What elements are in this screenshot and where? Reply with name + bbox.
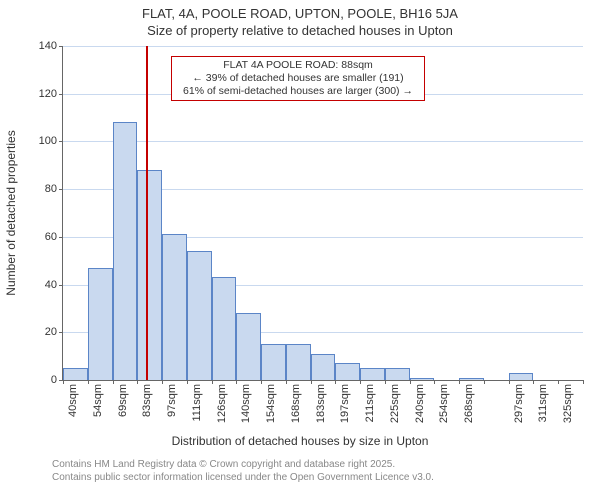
x-tick-label: 297sqm xyxy=(513,384,525,425)
histogram-bar xyxy=(63,368,88,380)
gridline xyxy=(63,141,583,142)
x-tick-mark xyxy=(187,380,188,384)
x-tick-mark xyxy=(212,380,213,384)
x-tick-mark xyxy=(88,380,89,384)
x-tick-label: 311sqm xyxy=(537,384,549,424)
attribution-text: Contains HM Land Registry data © Crown c… xyxy=(52,458,434,484)
x-tick-mark xyxy=(261,380,262,384)
histogram-bar xyxy=(137,170,162,380)
plot-area: 02040608010012014040sqm54sqm69sqm83sqm97… xyxy=(62,46,583,381)
histogram-bar xyxy=(360,368,385,380)
y-tick-label: 80 xyxy=(45,183,63,195)
histogram-bar xyxy=(509,373,534,380)
x-tick-label: 83sqm xyxy=(141,384,153,419)
attribution-line1: Contains HM Land Registry data © Crown c… xyxy=(52,458,434,471)
histogram-bar xyxy=(335,363,360,380)
x-tick-label: 54sqm xyxy=(92,384,104,419)
x-tick-mark xyxy=(583,380,584,384)
x-tick-label: 97sqm xyxy=(166,384,178,419)
x-tick-label: 69sqm xyxy=(117,384,129,419)
x-tick-label: 111sqm xyxy=(191,384,203,424)
x-tick-label: 126sqm xyxy=(216,384,228,425)
histogram-bar xyxy=(459,378,484,380)
x-tick-mark xyxy=(286,380,287,384)
y-tick-label: 0 xyxy=(51,374,63,386)
histogram-bar xyxy=(286,344,311,380)
x-tick-mark xyxy=(335,380,336,384)
annotation-line: 61% of semi-detached houses are larger (… xyxy=(176,85,420,98)
histogram-bar xyxy=(236,313,261,380)
x-tick-label: 168sqm xyxy=(290,384,302,425)
x-tick-label: 225sqm xyxy=(389,384,401,425)
x-tick-mark xyxy=(360,380,361,384)
x-tick-mark xyxy=(558,380,559,384)
x-tick-mark xyxy=(533,380,534,384)
histogram-bar xyxy=(385,368,410,380)
chart-title-line1: FLAT, 4A, POOLE ROAD, UPTON, POOLE, BH16… xyxy=(0,6,600,21)
x-tick-mark xyxy=(236,380,237,384)
x-tick-label: 154sqm xyxy=(265,384,277,425)
x-tick-mark xyxy=(509,380,510,384)
y-tick-label: 40 xyxy=(45,279,63,291)
x-tick-label: 140sqm xyxy=(240,384,252,425)
gridline xyxy=(63,46,583,47)
annotation-line: FLAT 4A POOLE ROAD: 88sqm xyxy=(176,59,420,72)
histogram-bar xyxy=(261,344,286,380)
x-axis-label: Distribution of detached houses by size … xyxy=(0,434,600,448)
x-tick-label: 254sqm xyxy=(438,384,450,425)
x-tick-mark xyxy=(311,380,312,384)
x-tick-mark xyxy=(459,380,460,384)
x-tick-label: 40sqm xyxy=(67,384,79,419)
x-tick-label: 211sqm xyxy=(364,384,376,424)
chart-container: FLAT, 4A, POOLE ROAD, UPTON, POOLE, BH16… xyxy=(0,0,600,500)
annotation-box: FLAT 4A POOLE ROAD: 88sqm← 39% of detach… xyxy=(171,56,425,101)
histogram-bar xyxy=(311,354,336,380)
y-tick-label: 120 xyxy=(39,88,63,100)
x-tick-mark xyxy=(385,380,386,384)
reference-line xyxy=(146,46,148,380)
x-tick-mark xyxy=(162,380,163,384)
x-tick-mark xyxy=(434,380,435,384)
x-tick-label: 197sqm xyxy=(339,384,351,425)
y-tick-label: 140 xyxy=(39,40,63,52)
x-tick-label: 325sqm xyxy=(562,384,574,425)
histogram-bar xyxy=(88,268,113,380)
x-tick-mark xyxy=(410,380,411,384)
x-tick-label: 183sqm xyxy=(315,384,327,425)
histogram-bar xyxy=(162,234,187,380)
attribution-line2: Contains public sector information licen… xyxy=(52,471,434,484)
histogram-bar xyxy=(187,251,212,380)
x-tick-mark xyxy=(137,380,138,384)
x-tick-mark xyxy=(484,380,485,384)
histogram-bar xyxy=(410,378,435,380)
histogram-bar xyxy=(113,122,138,380)
y-tick-label: 20 xyxy=(45,326,63,338)
x-tick-label: 240sqm xyxy=(414,384,426,425)
y-tick-label: 60 xyxy=(45,231,63,243)
x-tick-label: 268sqm xyxy=(463,384,475,425)
y-axis-label: Number of detached properties xyxy=(4,130,18,295)
x-tick-mark xyxy=(113,380,114,384)
annotation-line: ← 39% of detached houses are smaller (19… xyxy=(176,72,420,85)
chart-title-line2: Size of property relative to detached ho… xyxy=(0,23,600,38)
histogram-bar xyxy=(212,277,237,380)
x-tick-mark xyxy=(63,380,64,384)
y-tick-label: 100 xyxy=(39,135,63,147)
